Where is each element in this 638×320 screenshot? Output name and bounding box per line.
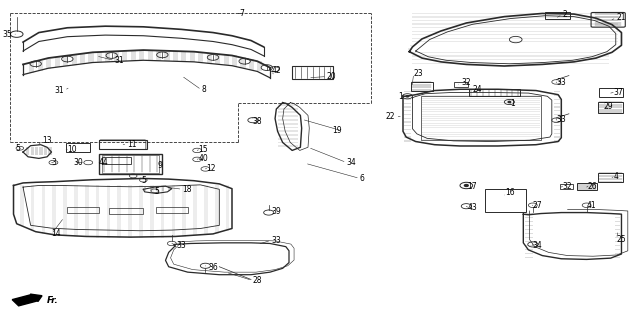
Text: 18: 18 <box>182 185 192 194</box>
Text: 10: 10 <box>68 145 77 154</box>
Text: 34: 34 <box>532 241 542 250</box>
Text: 5: 5 <box>154 187 159 196</box>
Text: 37: 37 <box>613 88 623 97</box>
Text: 24: 24 <box>473 85 482 94</box>
Text: 4: 4 <box>613 172 618 181</box>
Text: 7: 7 <box>240 9 244 18</box>
FancyArrow shape <box>12 294 42 306</box>
Text: 22: 22 <box>386 112 396 121</box>
Bar <box>66 143 90 152</box>
Text: 41: 41 <box>587 201 597 210</box>
Text: 43: 43 <box>468 203 477 212</box>
Bar <box>411 82 433 91</box>
Text: 33: 33 <box>556 78 566 87</box>
Text: 30: 30 <box>73 158 84 167</box>
Text: 17: 17 <box>468 182 477 191</box>
Text: Fr.: Fr. <box>47 296 59 305</box>
Text: 28: 28 <box>252 276 262 285</box>
Bar <box>560 184 573 189</box>
Text: 8: 8 <box>202 85 206 94</box>
Text: 44: 44 <box>99 158 108 167</box>
Text: 38: 38 <box>253 116 262 126</box>
Bar <box>577 183 597 190</box>
Bar <box>292 66 333 79</box>
Text: 32: 32 <box>563 182 572 191</box>
Text: 34: 34 <box>346 158 357 167</box>
Text: 23: 23 <box>414 69 424 78</box>
Text: 42: 42 <box>272 66 281 75</box>
Text: 15: 15 <box>198 145 208 154</box>
Bar <box>598 102 623 113</box>
Bar <box>420 96 541 140</box>
Text: 35: 35 <box>3 30 12 39</box>
Circle shape <box>464 185 468 187</box>
Text: 14: 14 <box>52 229 61 238</box>
Bar <box>470 89 520 96</box>
Text: 16: 16 <box>505 188 516 197</box>
Text: 5: 5 <box>15 144 20 153</box>
Bar <box>156 207 188 212</box>
Circle shape <box>406 96 409 97</box>
Text: 19: 19 <box>332 126 341 135</box>
Bar <box>99 140 147 149</box>
Text: 29: 29 <box>604 102 613 111</box>
Bar <box>108 208 144 214</box>
Bar <box>68 207 99 212</box>
Text: 31: 31 <box>55 86 64 95</box>
Text: 25: 25 <box>616 235 626 244</box>
Text: 33: 33 <box>271 236 281 245</box>
Bar <box>599 88 623 97</box>
Text: 20: 20 <box>327 72 337 81</box>
Bar <box>598 173 623 182</box>
Bar <box>486 189 526 212</box>
Bar <box>99 154 162 174</box>
Text: 6: 6 <box>360 174 365 183</box>
Text: 26: 26 <box>588 182 598 191</box>
Circle shape <box>508 101 510 103</box>
Text: 5: 5 <box>142 176 146 185</box>
Bar <box>102 155 159 173</box>
Text: 31: 31 <box>115 56 124 65</box>
Text: 32: 32 <box>461 78 471 87</box>
Text: 39: 39 <box>271 207 281 216</box>
Text: 1: 1 <box>510 99 516 108</box>
Text: 27: 27 <box>532 201 542 210</box>
Text: 2: 2 <box>563 10 567 19</box>
Text: 33: 33 <box>176 241 186 250</box>
Text: 1: 1 <box>398 92 403 101</box>
Text: 33: 33 <box>556 115 566 124</box>
Text: 36: 36 <box>208 263 218 272</box>
Text: 13: 13 <box>42 136 52 145</box>
Bar <box>454 82 468 87</box>
Text: 12: 12 <box>207 164 216 173</box>
Text: 40: 40 <box>198 154 208 163</box>
Text: 3: 3 <box>52 158 56 167</box>
Text: 11: 11 <box>128 140 137 149</box>
Text: 9: 9 <box>158 161 162 170</box>
Bar <box>545 12 570 19</box>
Text: 21: 21 <box>616 13 626 22</box>
Bar <box>102 157 131 164</box>
